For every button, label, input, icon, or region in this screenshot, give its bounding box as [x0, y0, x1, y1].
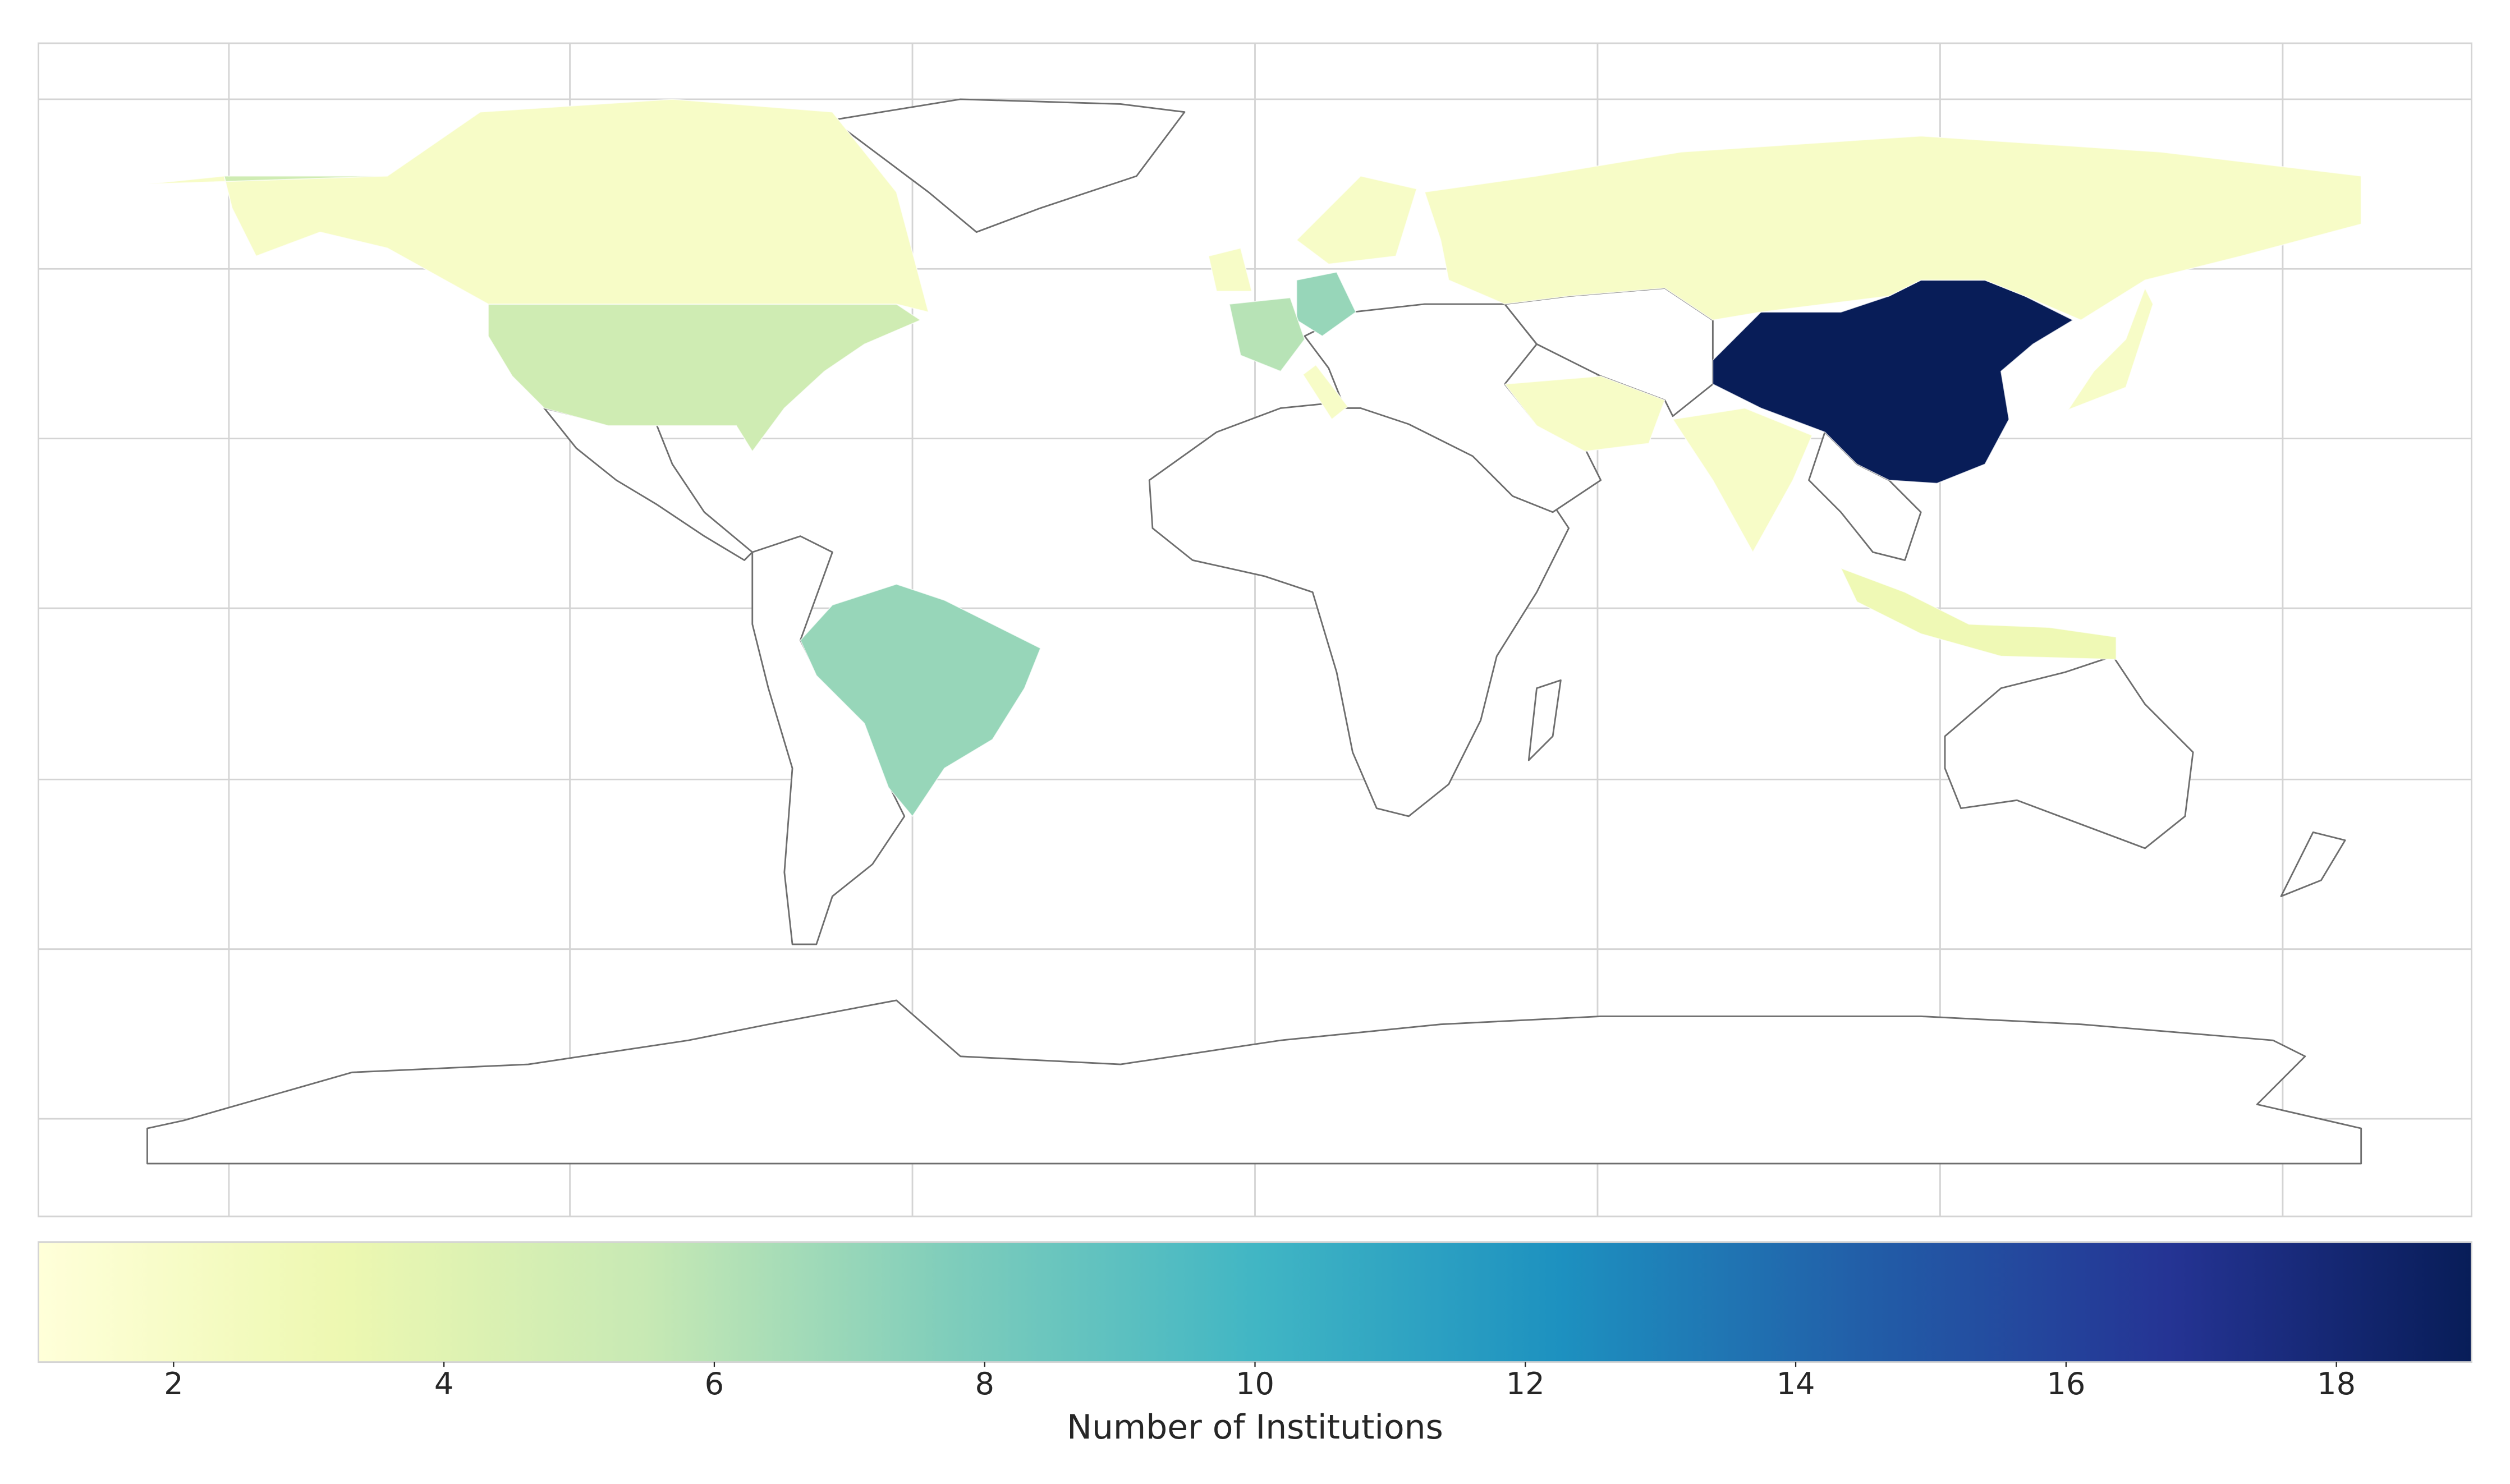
- colorbar-label: Number of Institutions: [1067, 1408, 1443, 1447]
- country-region: [1228, 297, 1305, 372]
- colorbar-tick-label: 18: [2317, 1366, 2356, 1402]
- country-region: [1302, 364, 1349, 420]
- filled-regions: [147, 99, 2362, 817]
- country-region: [1296, 175, 1417, 265]
- country-region: [1839, 567, 2117, 660]
- country-region: [147, 99, 929, 313]
- unfilled-land: [146, 98, 2362, 1165]
- country-region: [1424, 135, 2362, 321]
- colorbar-tick-label: 4: [434, 1366, 453, 1402]
- colorbar-ticks: 2 4 6 8 10 12 14 16 18: [164, 1362, 2356, 1402]
- colorbar-tick-label: 12: [1506, 1366, 1545, 1402]
- land-outline: [2280, 831, 2346, 897]
- land-outline: [146, 999, 2362, 1165]
- country-region: [1208, 247, 1252, 292]
- colorbar: [38, 1241, 2472, 1363]
- country-region: [1672, 407, 1813, 553]
- colorbar-tick-label: 16: [2046, 1366, 2085, 1402]
- country-region: [488, 304, 922, 452]
- land-outline: [751, 535, 906, 945]
- land-outline: [1304, 303, 1602, 513]
- country-region: [800, 584, 1041, 817]
- colorbar-tick-label: 6: [705, 1366, 724, 1402]
- colorbar-tick-label: 10: [1236, 1366, 1274, 1402]
- colorbar-tick-label: 2: [164, 1366, 183, 1402]
- country-region: [1296, 271, 1357, 337]
- land-outline: [1527, 679, 1562, 761]
- country-region: [1503, 375, 1665, 452]
- colorbar-tick-label: 8: [975, 1366, 994, 1402]
- colorbar-tick-label: 14: [1777, 1366, 1815, 1402]
- land-outline: [831, 98, 1186, 233]
- country-region: [2067, 287, 2154, 411]
- land-outline: [1944, 655, 2194, 849]
